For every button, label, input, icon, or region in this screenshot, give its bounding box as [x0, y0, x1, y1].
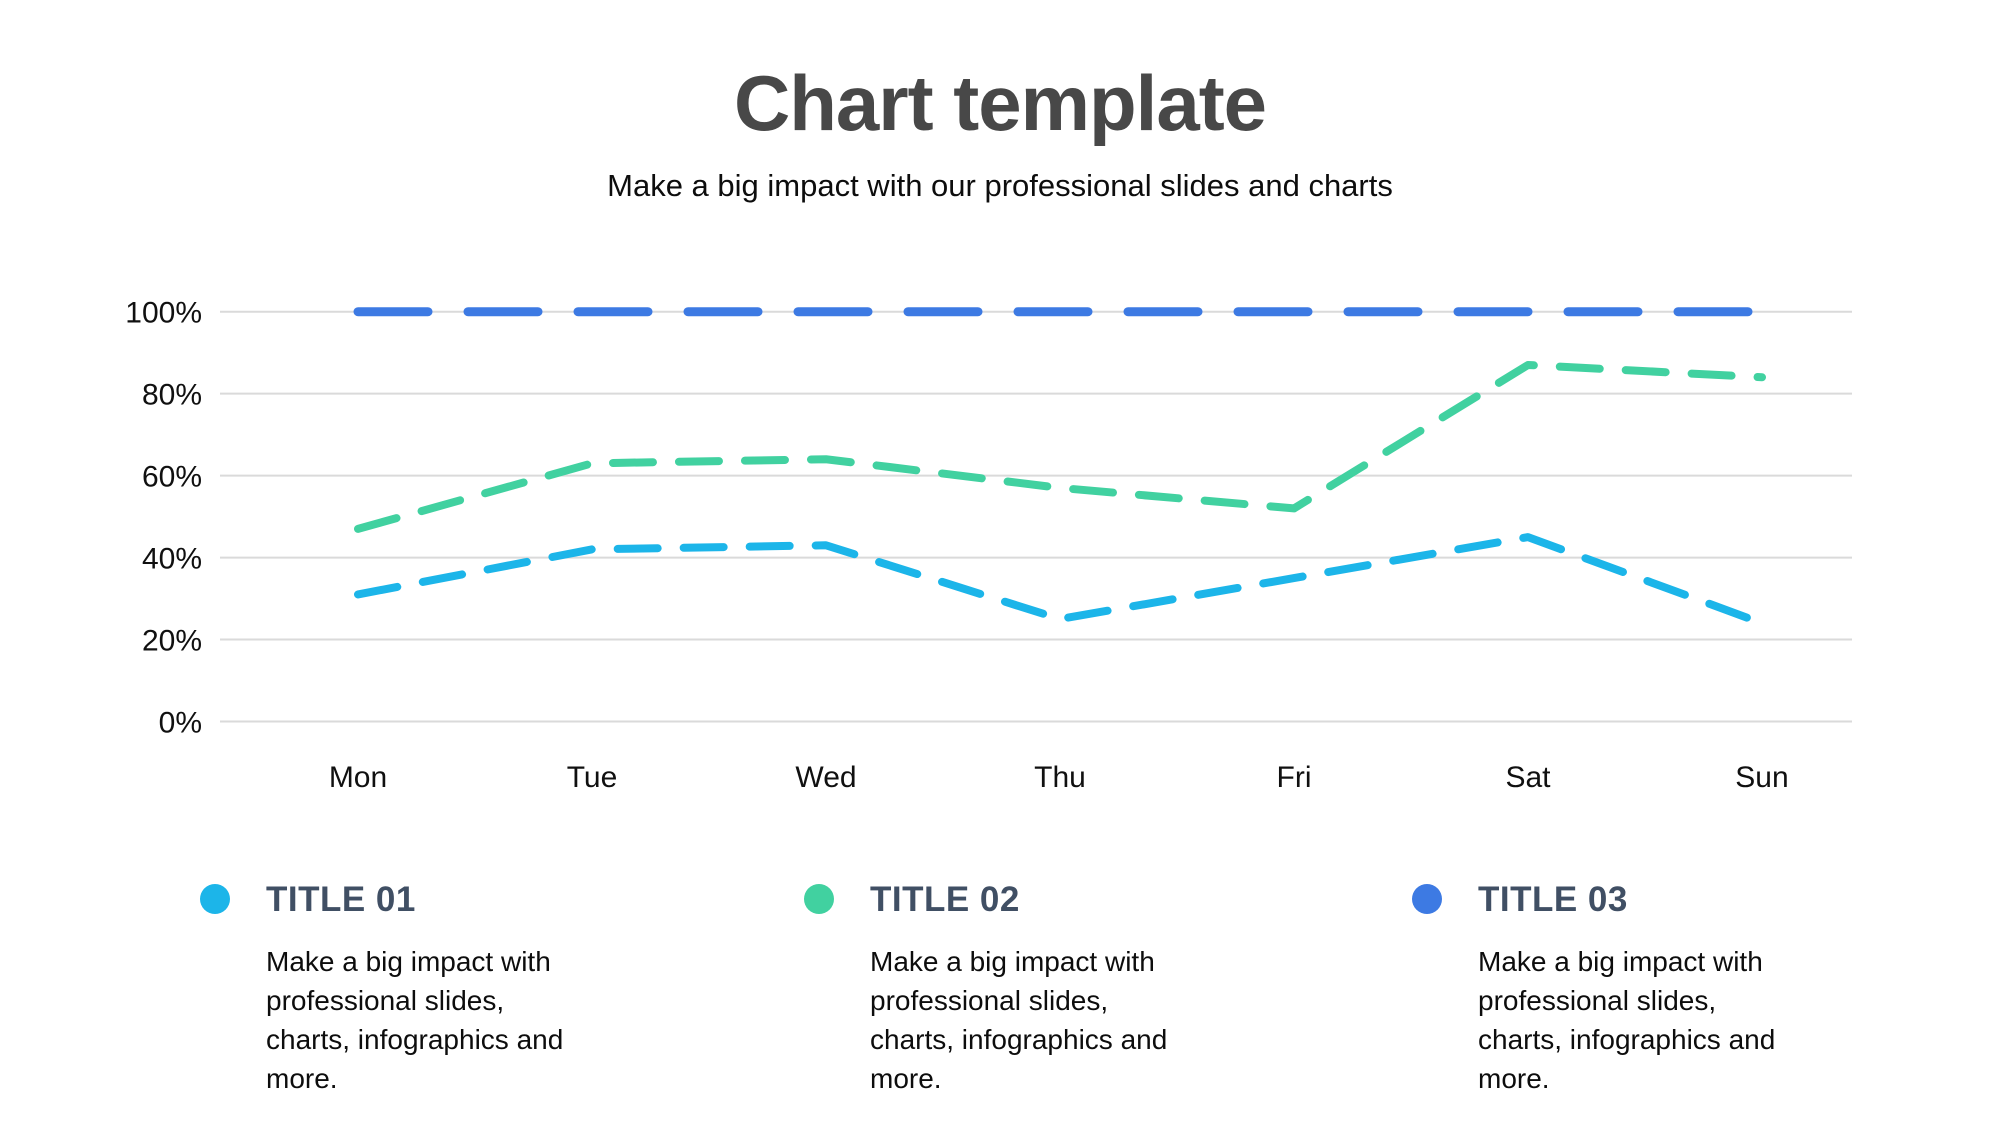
legend-title: TITLE 01 [266, 880, 416, 919]
page-title: Chart template [733, 59, 1267, 147]
legend-text-title-03: TITLE 03 Make a big impact with professi… [1478, 882, 1808, 1098]
series-line-title-02 [354, 360, 1766, 533]
legend-dot-title-01 [200, 884, 230, 914]
legend-description: Make a big impact with professional slid… [870, 946, 1168, 1094]
legend-item-title-02: TITLE 02 Make a big impact with professi… [804, 882, 1200, 1098]
y-axis-tick-label: 100% [125, 297, 202, 330]
slide-header: Chart template Make a big impact with ou… [0, 0, 2000, 204]
legend-text-title-01: TITLE 01 Make a big impact with professi… [266, 882, 596, 1098]
legend-title: TITLE 03 [1478, 880, 1628, 919]
legend-dot-title-03 [1412, 884, 1442, 914]
x-axis-tick-label: Tue [567, 761, 618, 794]
y-axis-tick-label: 60% [142, 461, 202, 494]
legend-description: Make a big impact with professional slid… [1478, 946, 1776, 1094]
legend-item-title-01: TITLE 01 Make a big impact with professi… [200, 882, 596, 1098]
y-axis-tick-label: 0% [159, 707, 202, 740]
series-line-title-01 [354, 533, 1766, 628]
legend-dot-title-02 [804, 884, 834, 914]
page-subtitle: Make a big impact with our professional … [607, 168, 1393, 203]
y-axis-tick-label: 20% [142, 625, 202, 658]
x-axis-tick-label: Fri [1277, 761, 1312, 794]
y-axis-tick-label: 40% [142, 543, 202, 576]
legend-description: Make a big impact with professional slid… [266, 946, 564, 1094]
legend-item-title-03: TITLE 03 Make a big impact with professi… [1412, 882, 1808, 1098]
x-axis-tick-label: Thu [1034, 761, 1086, 794]
legend-text-title-02: TITLE 02 Make a big impact with professi… [870, 882, 1200, 1098]
legend-title: TITLE 02 [870, 880, 1020, 919]
x-axis-tick-label: Sat [1505, 761, 1551, 794]
x-axis-tick-label: Mon [329, 761, 387, 794]
x-axis-tick-label: Wed [795, 761, 856, 794]
y-axis-tick-label: 80% [142, 379, 202, 412]
x-axis-tick-label: Sun [1735, 761, 1788, 794]
